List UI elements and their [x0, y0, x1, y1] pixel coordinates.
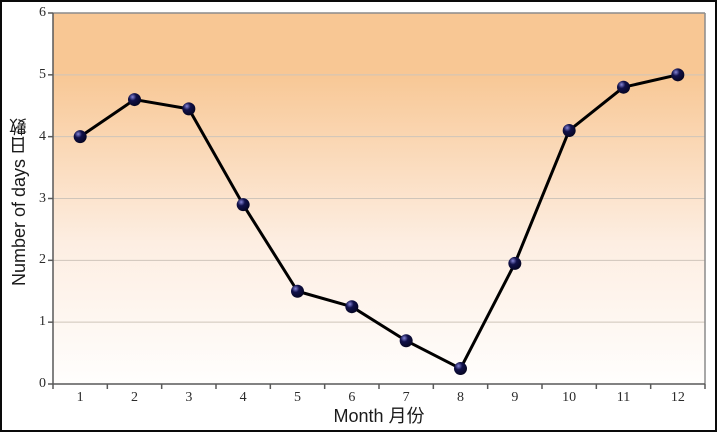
y-tick-label: 0: [39, 376, 46, 391]
y-tick-label: 5: [39, 66, 46, 82]
x-tick-label: 8: [457, 390, 464, 405]
y-tick-label: 2: [39, 252, 46, 268]
x-tick-label: 9: [511, 390, 519, 405]
x-axis-title: Month 月份: [333, 406, 425, 426]
x-tick-label: 5: [294, 390, 301, 405]
plot-area: [53, 13, 705, 384]
y-tick-label: 1: [39, 314, 46, 330]
x-tick-label: 1: [76, 390, 84, 405]
x-tick-label: 6: [348, 390, 356, 405]
x-tick-label: 12: [670, 390, 685, 405]
x-tick-label: 7: [402, 390, 410, 405]
y-tick-label: 6: [39, 5, 46, 20]
x-tick-label: 2: [131, 390, 138, 405]
y-axis-title: Number of days 日數: [9, 117, 29, 287]
x-tick-label: 4: [239, 390, 247, 405]
y-tick-label: 3: [39, 190, 46, 206]
x-tick-label: 10: [562, 390, 577, 405]
x-tick-label: 11: [616, 390, 631, 405]
y-tick-label: 4: [39, 128, 46, 144]
x-tick-label: 3: [185, 390, 193, 405]
